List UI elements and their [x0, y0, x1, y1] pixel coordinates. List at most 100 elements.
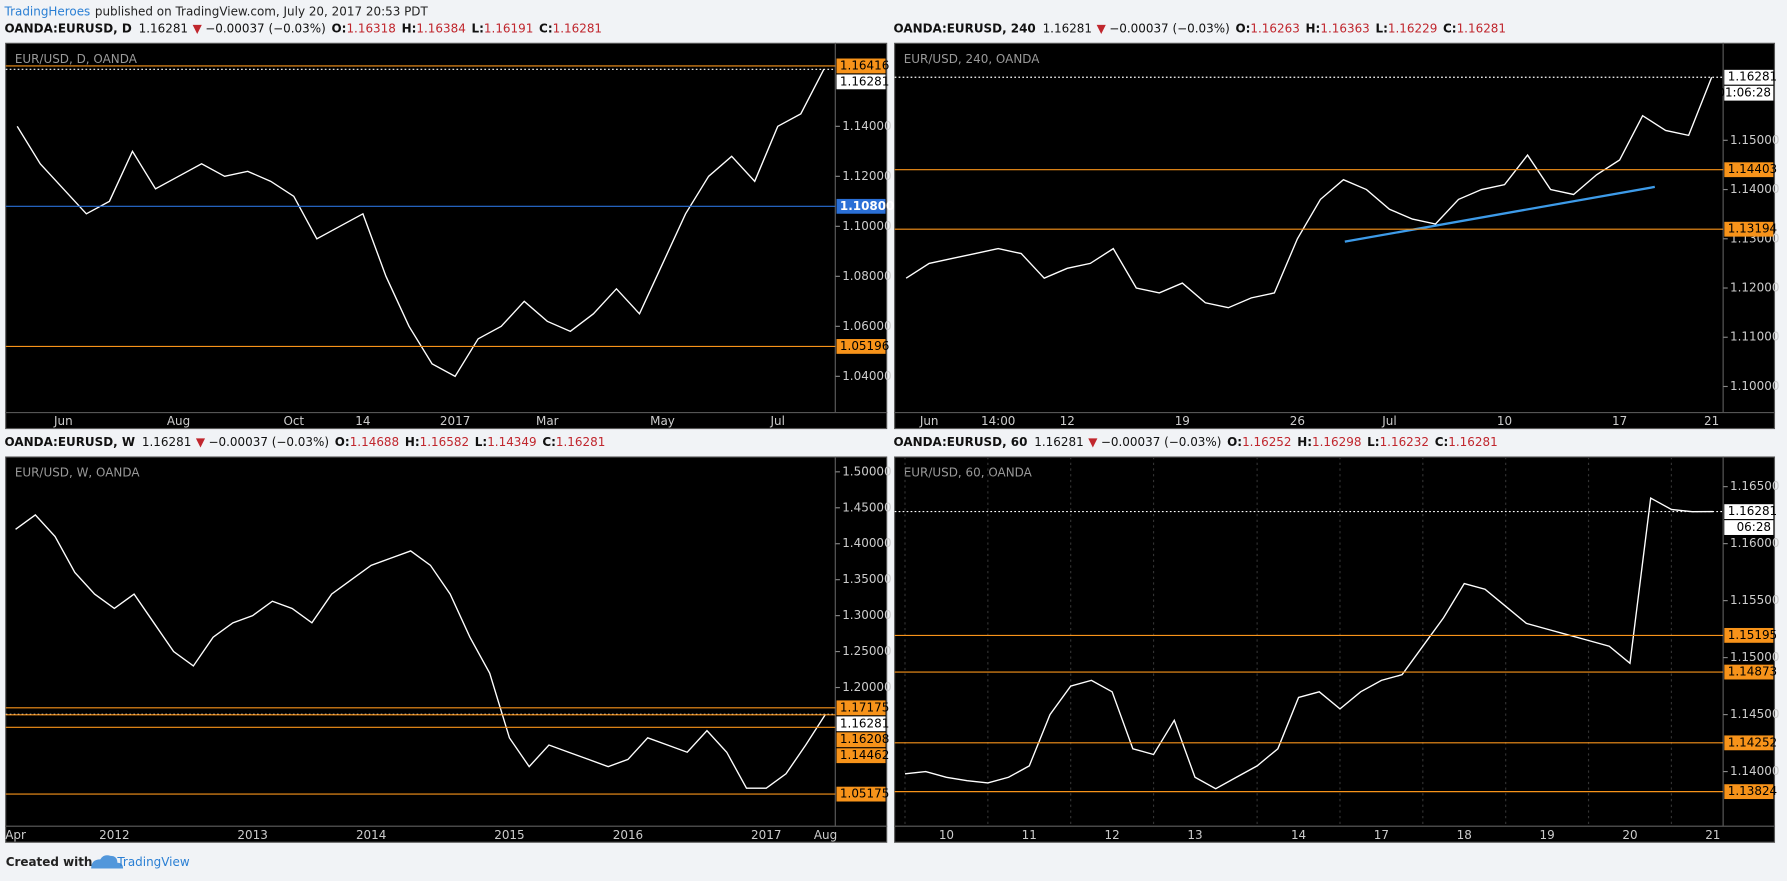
level-label: 1.13194 [1728, 222, 1777, 236]
x-tick-label: 11 [1022, 828, 1037, 842]
x-tick-label: May [650, 414, 675, 428]
x-tick-label: 12 [1105, 828, 1120, 842]
ohlc-value: 1.16191 [484, 21, 533, 35]
ohlc-value: 1.16281 [556, 435, 605, 449]
price-line [904, 496, 1713, 790]
y-tick-label: 1.15500 [1730, 593, 1779, 607]
x-tick-label: 2013 [237, 828, 267, 842]
ohlc-value: 1.16281 [553, 21, 602, 35]
countdown: 06:28 [1737, 520, 1771, 534]
level-label-bg [1724, 627, 1774, 643]
x-tick-label: 2017 [751, 828, 781, 842]
x-tick-label: 26 [1290, 414, 1305, 428]
plot-area [894, 456, 1724, 827]
level-label: 1.05175 [840, 787, 889, 801]
ohlc-key: H: [402, 21, 417, 35]
change-arrow: ▼ [193, 21, 203, 35]
ohlc-key: C: [1443, 21, 1457, 35]
x-tick-label: Aug [167, 414, 190, 428]
level-label: 1.14462 [840, 748, 889, 762]
level-label: 1.16281 [840, 716, 889, 730]
change-arrow: ▼ [1088, 435, 1098, 449]
level-label-bg [836, 74, 886, 90]
x-tick-label: Jul [1381, 414, 1396, 428]
y-tick-label: 1.15000 [1730, 650, 1779, 664]
ohlc-key: L: [475, 435, 487, 449]
ohlc-value: 1.16384 [416, 21, 465, 35]
x-tick-label: Jun [53, 414, 73, 428]
plot-area [5, 456, 836, 827]
level-label-bg [836, 732, 886, 748]
x-tick-label: 19 [1175, 414, 1190, 428]
tradingview-logo [91, 855, 124, 869]
symbol: OANDA:EURUSD, 60 [894, 435, 1028, 449]
change-arrow: ▼ [196, 435, 206, 449]
level-label-bg [1724, 784, 1774, 800]
footer-brand[interactable]: TradingView [116, 855, 189, 869]
time-axis [894, 412, 1776, 430]
y-tick-label: 1.50000 [842, 464, 891, 478]
level-label-bg [1724, 664, 1774, 680]
change: −0.00037 (−0.03%) [1101, 435, 1222, 449]
level-label: 1.16416 [840, 58, 889, 72]
panel-header: OANDA:EURUSD, 60 1.16281 ▼ −0.00037 (−0.03%… [894, 435, 1498, 449]
y-tick-label: 1.20000 [842, 680, 891, 694]
panel-header: OANDA:EURUSD, D 1.16281 ▼ −0.00037 (−0.03%)… [5, 21, 602, 35]
x-tick-label: 18 [1457, 828, 1472, 842]
level-label: 1.10800 [840, 199, 894, 213]
x-tick-label: 2015 [494, 828, 524, 842]
ohlc-key: H: [1306, 21, 1321, 35]
price-line [15, 514, 827, 789]
symbol: OANDA:EURUSD, 240 [894, 21, 1036, 35]
panel-title: EUR/USD, W, OANDA [15, 465, 141, 479]
y-tick-label: 1.35000 [842, 572, 891, 586]
x-tick-label: 12 [1060, 414, 1075, 428]
y-tick-label: 1.15000 [1730, 133, 1779, 147]
level-label-bg [1724, 735, 1774, 751]
x-tick-label: 14 [355, 414, 370, 428]
author-link[interactable]: TradingHeroes [4, 4, 91, 18]
y-tick-label: 1.45000 [842, 500, 891, 514]
level-label-bg [836, 716, 886, 732]
time-axis [5, 825, 888, 843]
y-tick-label: 1.06000 [842, 319, 891, 333]
level-label: 1.17175 [840, 700, 889, 714]
level-label-bg [836, 786, 886, 802]
y-tick-label: 1.40000 [842, 536, 891, 550]
level-label: 1.15195 [1728, 628, 1777, 642]
level-label: 1.14403 [1728, 162, 1777, 176]
x-tick-label: 10 [1497, 414, 1512, 428]
ohlc-key: H: [1297, 435, 1312, 449]
level-label-bg [836, 198, 886, 214]
ohlc-key: L: [1367, 435, 1379, 449]
ohlc-key: C: [539, 21, 553, 35]
level-label-bg [1724, 162, 1774, 178]
y-tick-label: 1.14500 [1730, 707, 1779, 721]
time-axis [5, 412, 888, 430]
x-tick-label: Mar [536, 414, 559, 428]
ohlc-value: 1.16281 [1448, 435, 1497, 449]
price-axis [834, 456, 888, 827]
x-tick-label: 2014 [356, 828, 386, 842]
y-tick-label: 1.04000 [842, 369, 891, 383]
x-tick-label: 19 [1540, 828, 1555, 842]
x-tick-label: 21 [1704, 414, 1719, 428]
y-tick-label: 1.08000 [842, 269, 891, 283]
change: −0.00037 (−0.03%) [208, 435, 329, 449]
ohlc-key: L: [1375, 21, 1387, 35]
level-label-bg [1724, 69, 1774, 85]
plot-area [5, 42, 836, 414]
x-tick-label: 21 [1705, 828, 1720, 842]
ohlc-key: C: [542, 435, 556, 449]
level-label: 1.14252 [1728, 735, 1777, 749]
panel-title: EUR/USD, 240, OANDA [904, 52, 1040, 66]
ohlc-value: 1.14349 [487, 435, 536, 449]
price-line [905, 76, 1713, 309]
x-tick-label: 20 [1622, 828, 1637, 842]
y-tick-label: 1.14000 [1730, 182, 1779, 196]
publish-line: TradingHeroes published on TradingView.co… [4, 4, 429, 18]
level-label: 1.16208 [840, 732, 889, 746]
panel-title: EUR/USD, D, OANDA [15, 52, 138, 66]
